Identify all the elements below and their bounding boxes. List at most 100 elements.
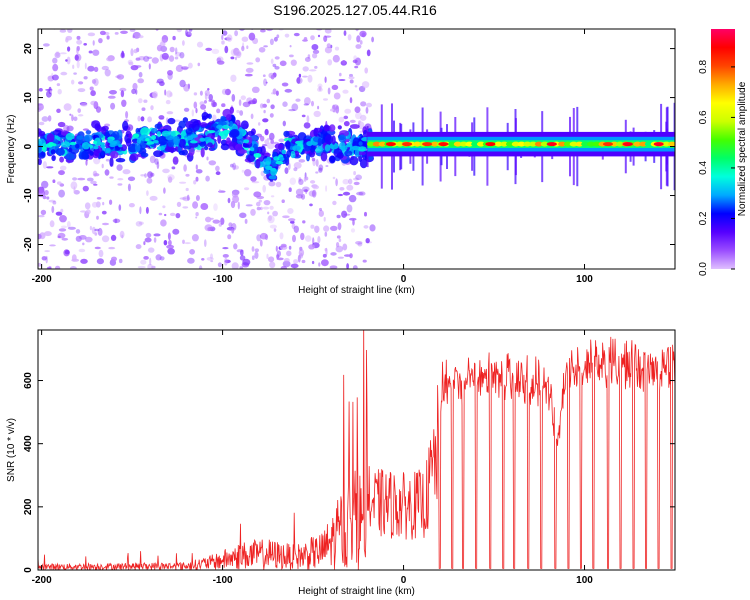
heatmap-cell bbox=[38, 151, 46, 159]
heatmap-cell bbox=[201, 258, 205, 261]
heatmap-cell bbox=[281, 82, 289, 87]
heatmap-cell bbox=[323, 124, 330, 132]
heatmap-cell bbox=[348, 178, 353, 185]
heatmap-cell bbox=[76, 135, 84, 140]
heatmap-cell bbox=[247, 131, 255, 136]
heatmap-cell bbox=[275, 181, 282, 188]
heatmap-cell bbox=[128, 203, 135, 208]
heatmap-cell bbox=[365, 106, 369, 114]
heatmap-cell bbox=[303, 176, 307, 182]
heatmap-cell bbox=[336, 242, 340, 248]
heatmap-cell bbox=[270, 74, 275, 80]
heatmap-cell bbox=[363, 129, 368, 139]
heatmap-cell bbox=[346, 184, 354, 191]
heatmap-cell bbox=[191, 234, 199, 242]
heatmap-cell bbox=[355, 241, 363, 245]
heatmap-cell bbox=[317, 105, 320, 110]
heatmap-cell bbox=[336, 235, 341, 239]
heatmap-cell bbox=[145, 232, 152, 238]
heatmap-cell bbox=[169, 92, 173, 97]
heatmap-cell bbox=[195, 176, 199, 182]
heatmap-cell bbox=[342, 89, 349, 94]
heatmap-cell bbox=[175, 213, 181, 219]
heatmap-cell bbox=[235, 56, 237, 61]
heatmap-cell bbox=[46, 166, 54, 169]
heatmap-cell bbox=[195, 107, 198, 114]
heatmap-cell bbox=[186, 194, 190, 201]
heatmap-cell bbox=[280, 243, 287, 248]
heatmap-cell bbox=[230, 56, 235, 60]
heatmap-cell bbox=[208, 160, 217, 166]
heatmap-cell bbox=[356, 35, 361, 43]
heatmap-cell bbox=[47, 75, 53, 79]
heatmap-cell bbox=[354, 57, 361, 66]
heatmap-cell bbox=[276, 34, 280, 39]
heatmap-cell bbox=[76, 60, 80, 69]
heatmap-cell bbox=[47, 115, 52, 122]
heatmap-cell bbox=[272, 63, 277, 68]
heatmap-cell bbox=[167, 117, 176, 125]
x-tick-label: 0 bbox=[401, 274, 407, 285]
heatmap-cell bbox=[264, 139, 270, 145]
heatmap-cell bbox=[212, 101, 218, 108]
heatmap-cell bbox=[178, 150, 185, 156]
heatmap-cell bbox=[38, 121, 45, 126]
heatmap-cell bbox=[246, 62, 254, 65]
heatmap-cell bbox=[349, 119, 356, 123]
x-tick-label: 100 bbox=[576, 274, 593, 285]
heatmap-cell bbox=[575, 141, 584, 147]
heatmap-cell bbox=[266, 142, 275, 150]
heatmap-cell bbox=[302, 186, 310, 192]
heatmap-cell bbox=[185, 121, 194, 129]
heatmap-cell bbox=[230, 48, 239, 57]
heatmap-cell bbox=[50, 143, 57, 147]
heatmap-cell bbox=[199, 122, 208, 128]
heatmap-cell bbox=[164, 146, 173, 153]
heatmap-cell bbox=[97, 227, 103, 236]
heatmap-cell bbox=[357, 146, 367, 152]
heatmap-cell bbox=[254, 251, 259, 259]
heatmap-cell bbox=[255, 201, 261, 207]
heatmap-cell bbox=[301, 259, 306, 264]
heatmap-cell bbox=[338, 134, 347, 143]
heatmap-cell bbox=[325, 165, 329, 167]
heatmap-cell bbox=[485, 142, 496, 147]
heatmap-cell bbox=[251, 246, 255, 252]
heatmap-cell bbox=[141, 107, 146, 111]
heatmap-cell bbox=[143, 241, 146, 246]
heatmap-cell bbox=[231, 228, 235, 234]
heatmap-cell bbox=[90, 180, 97, 185]
heatmap-cell bbox=[48, 265, 52, 269]
heatmap-cell bbox=[239, 29, 245, 32]
heatmap-cell bbox=[318, 85, 322, 91]
heatmap-cell bbox=[68, 147, 73, 153]
heatmap-cell bbox=[166, 111, 174, 115]
heatmap-cell bbox=[353, 177, 359, 181]
heatmap-cell bbox=[290, 59, 297, 66]
heatmap-cell bbox=[263, 78, 268, 87]
heatmap-cell bbox=[112, 218, 121, 223]
heatmap-cell bbox=[241, 36, 249, 42]
heatmap-cell bbox=[318, 164, 324, 171]
heatmap-cell bbox=[172, 156, 179, 165]
heatmap-cell bbox=[367, 141, 375, 147]
heatmap-cell bbox=[346, 204, 353, 213]
heatmap-cell bbox=[320, 151, 328, 162]
heatmap-cell bbox=[91, 79, 97, 84]
heatmap-cell bbox=[92, 40, 95, 46]
heatmap-cell bbox=[87, 32, 96, 37]
heatmap-cell bbox=[146, 190, 149, 197]
heatmap-cell bbox=[147, 116, 153, 123]
heatmap-cell bbox=[101, 126, 107, 135]
heatmap-cell bbox=[197, 62, 201, 67]
heatmap-cell bbox=[331, 84, 339, 90]
heatmap-cell bbox=[362, 259, 367, 263]
heatmap-cell bbox=[129, 29, 136, 32]
heatmap-cell bbox=[238, 99, 242, 106]
heatmap-cell bbox=[147, 171, 153, 179]
heatmap-cell bbox=[85, 236, 93, 243]
heatmap-cell bbox=[71, 254, 77, 262]
heatmap-cell bbox=[269, 132, 275, 141]
heatmap-cell bbox=[38, 103, 44, 111]
